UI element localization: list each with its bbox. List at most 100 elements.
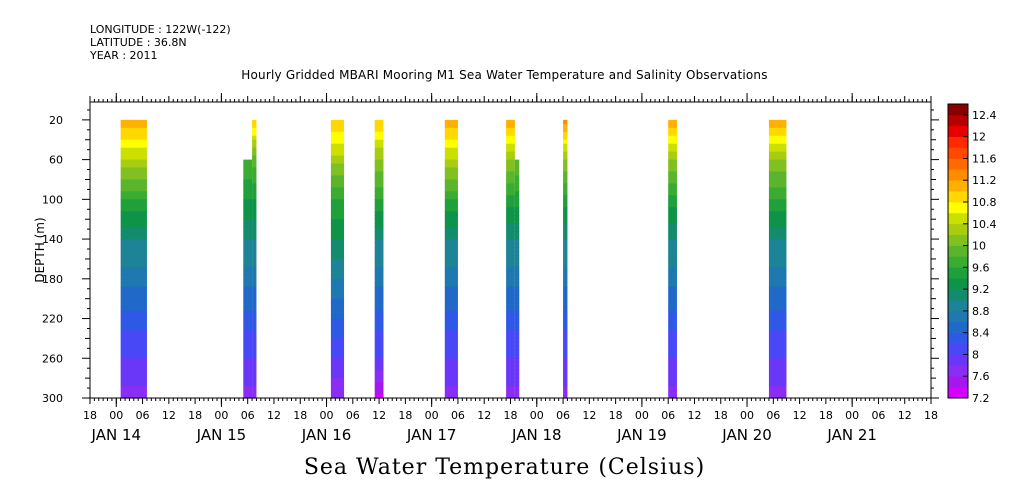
colorbar-swatch xyxy=(948,147,968,159)
x-tick-label: 06 xyxy=(451,409,465,422)
heatmap-cell xyxy=(120,294,147,300)
heatmap-cell xyxy=(120,338,147,343)
heatmap-cell xyxy=(120,302,147,308)
x-date-label: JAN 14 xyxy=(91,426,142,444)
heatmap-cell xyxy=(444,358,458,363)
x-tick-label: 12 xyxy=(372,409,386,422)
heatmap-cell xyxy=(506,175,515,181)
heatmap-cell xyxy=(563,175,568,181)
heatmap-cell xyxy=(768,378,787,383)
heatmap-cell xyxy=(120,167,147,173)
heatmap-cell xyxy=(374,143,384,149)
heatmap-cell xyxy=(330,215,345,220)
heatmap-cell xyxy=(563,286,568,292)
profile-column xyxy=(374,119,384,399)
heatmap-cell xyxy=(668,199,677,204)
heatmap-cell xyxy=(563,310,568,316)
heatmap-cell xyxy=(668,274,677,280)
heatmap-cell xyxy=(330,262,345,268)
heatmap-cell xyxy=(330,322,345,328)
heatmap-cell xyxy=(506,354,515,359)
heatmap-cell xyxy=(243,378,253,383)
colorbar-swatch xyxy=(948,332,968,344)
heatmap-cell xyxy=(768,207,787,212)
heatmap-cell xyxy=(668,187,677,192)
x-tick-label: 18 xyxy=(504,409,518,422)
heatmap-cell xyxy=(374,207,384,212)
heatmap-cell xyxy=(563,227,568,232)
heatmap-cell xyxy=(506,131,515,137)
heatmap-cell xyxy=(444,231,458,236)
heatmap-cell xyxy=(563,179,568,185)
heatmap-cell xyxy=(252,139,257,145)
heatmap-cell xyxy=(243,258,253,264)
heatmap-cell xyxy=(668,374,677,379)
colorbar-label: 11.6 xyxy=(972,152,997,165)
heatmap-cell xyxy=(120,286,147,292)
heatmap-cell xyxy=(506,167,515,173)
heatmap-cell xyxy=(563,322,568,328)
heatmap-cell xyxy=(506,302,515,308)
colorbar-swatch xyxy=(948,223,968,235)
colorbar-swatch xyxy=(948,125,968,137)
heatmap-cell xyxy=(768,346,787,351)
x-tick-label: 18 xyxy=(188,409,202,422)
heatmap-cell xyxy=(374,354,384,359)
heatmap-cell xyxy=(243,346,253,351)
y-tick-label: 180 xyxy=(42,273,63,286)
heatmap-cell xyxy=(243,294,253,300)
heatmap-cell xyxy=(120,239,147,244)
heatmap-cell xyxy=(668,235,677,240)
heatmap-cell xyxy=(563,235,568,240)
heatmap-cell xyxy=(243,211,253,216)
heatmap-cell xyxy=(514,175,520,181)
heatmap-cell xyxy=(668,306,677,312)
heatmap-cell xyxy=(668,151,677,157)
heatmap-cell xyxy=(563,274,568,280)
heatmap-cell xyxy=(506,362,515,367)
heatmap-cell xyxy=(514,394,520,399)
heatmap-cell xyxy=(330,254,345,260)
heatmap-cell xyxy=(252,215,257,220)
heatmap-cell xyxy=(252,318,257,324)
colorbar-swatch xyxy=(948,169,968,181)
heatmap-cell xyxy=(768,239,787,244)
heatmap-cell xyxy=(514,330,520,336)
heatmap-cell xyxy=(120,386,147,391)
heatmap-cell xyxy=(506,282,515,288)
heatmap-cell xyxy=(330,286,345,292)
heatmap-cell xyxy=(506,330,515,336)
heatmap-cell xyxy=(444,326,458,332)
heatmap-cell xyxy=(374,167,384,173)
heatmap-cell xyxy=(506,243,515,248)
heatmap-cell xyxy=(330,199,345,204)
heatmap-cell xyxy=(374,270,384,276)
heatmap-cell xyxy=(444,239,458,244)
heatmap-cell xyxy=(768,322,787,328)
heatmap-cell xyxy=(120,207,147,212)
heatmap-cell xyxy=(243,350,253,355)
heatmap-cell xyxy=(243,374,253,379)
colorbar-swatch xyxy=(948,278,968,290)
heatmap-cell xyxy=(252,374,257,379)
heatmap-cell xyxy=(374,227,384,232)
heatmap-cell xyxy=(563,262,568,268)
heatmap-cell xyxy=(252,382,257,387)
heatmap-cell xyxy=(563,211,568,216)
heatmap-cell xyxy=(120,179,147,185)
chart-title: Hourly Gridded MBARI Mooring M1 Sea Wate… xyxy=(241,68,768,82)
heatmap-cell xyxy=(768,302,787,308)
heatmap-cell xyxy=(514,318,520,324)
heatmap-cell xyxy=(768,350,787,355)
heatmap-cell xyxy=(506,390,515,395)
heatmap-cell xyxy=(668,131,677,137)
heatmap-cell xyxy=(444,262,458,268)
heatmap-cell xyxy=(506,294,515,300)
heatmap-cell xyxy=(506,247,515,252)
heatmap-cell xyxy=(120,211,147,216)
heatmap-cell xyxy=(668,207,677,212)
heatmap-cell xyxy=(444,314,458,320)
colorbar-label: 10.4 xyxy=(972,218,997,231)
colorbar-label: 12.4 xyxy=(972,109,997,122)
heatmap-cell xyxy=(243,394,253,399)
